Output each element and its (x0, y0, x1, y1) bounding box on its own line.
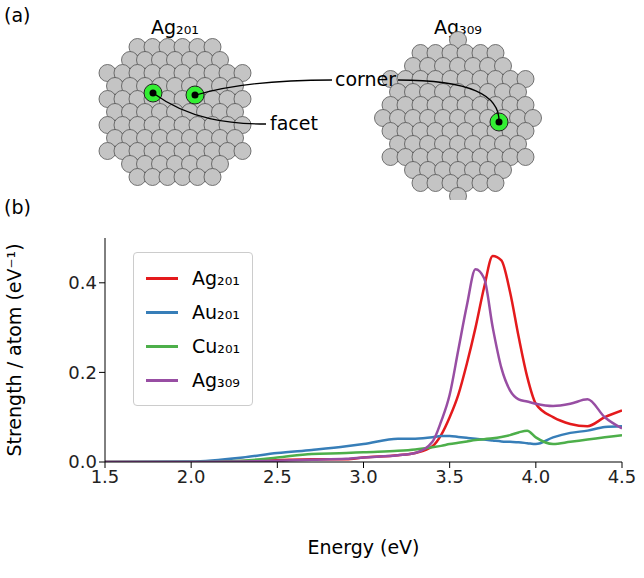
svg-text:1.5: 1.5 (90, 465, 120, 487)
svg-text:Ag₂₀₁: Ag₂₀₁ (151, 16, 199, 38)
svg-text:Strength / atom (eV⁻¹): Strength / atom (eV⁻¹) (3, 243, 25, 456)
svg-text:4.5: 4.5 (608, 466, 637, 487)
svg-text:facet: facet (270, 112, 318, 134)
svg-text:2.0: 2.0 (177, 466, 206, 487)
svg-text:Energy (eV): Energy (eV) (307, 536, 419, 558)
svg-text:0.4: 0.4 (68, 272, 97, 293)
svg-text:0.0: 0.0 (68, 451, 97, 472)
svg-text:2.5: 2.5 (263, 466, 292, 487)
svg-text:Ag₃₀₉: Ag₃₀₉ (434, 16, 482, 38)
html-text:Ag₂₀₁: Ag₂₀₁ (192, 267, 240, 289)
svg-text:4.0: 4.0 (522, 466, 551, 487)
svg-text:(a): (a) (4, 4, 30, 26)
svg-text:3.5: 3.5 (435, 466, 464, 487)
html-text:Au₂₀₁: Au₂₀₁ (192, 301, 240, 323)
svg-text:0.2: 0.2 (68, 362, 97, 383)
svg-text:corner: corner (335, 68, 396, 90)
html-text:Ag₃₀₉: Ag₃₀₉ (192, 369, 240, 391)
html-text:(b): (b) (4, 196, 31, 218)
html-text:Cu₂₀₁: Cu₂₀₁ (192, 335, 241, 357)
svg-text:3.0: 3.0 (349, 466, 378, 487)
